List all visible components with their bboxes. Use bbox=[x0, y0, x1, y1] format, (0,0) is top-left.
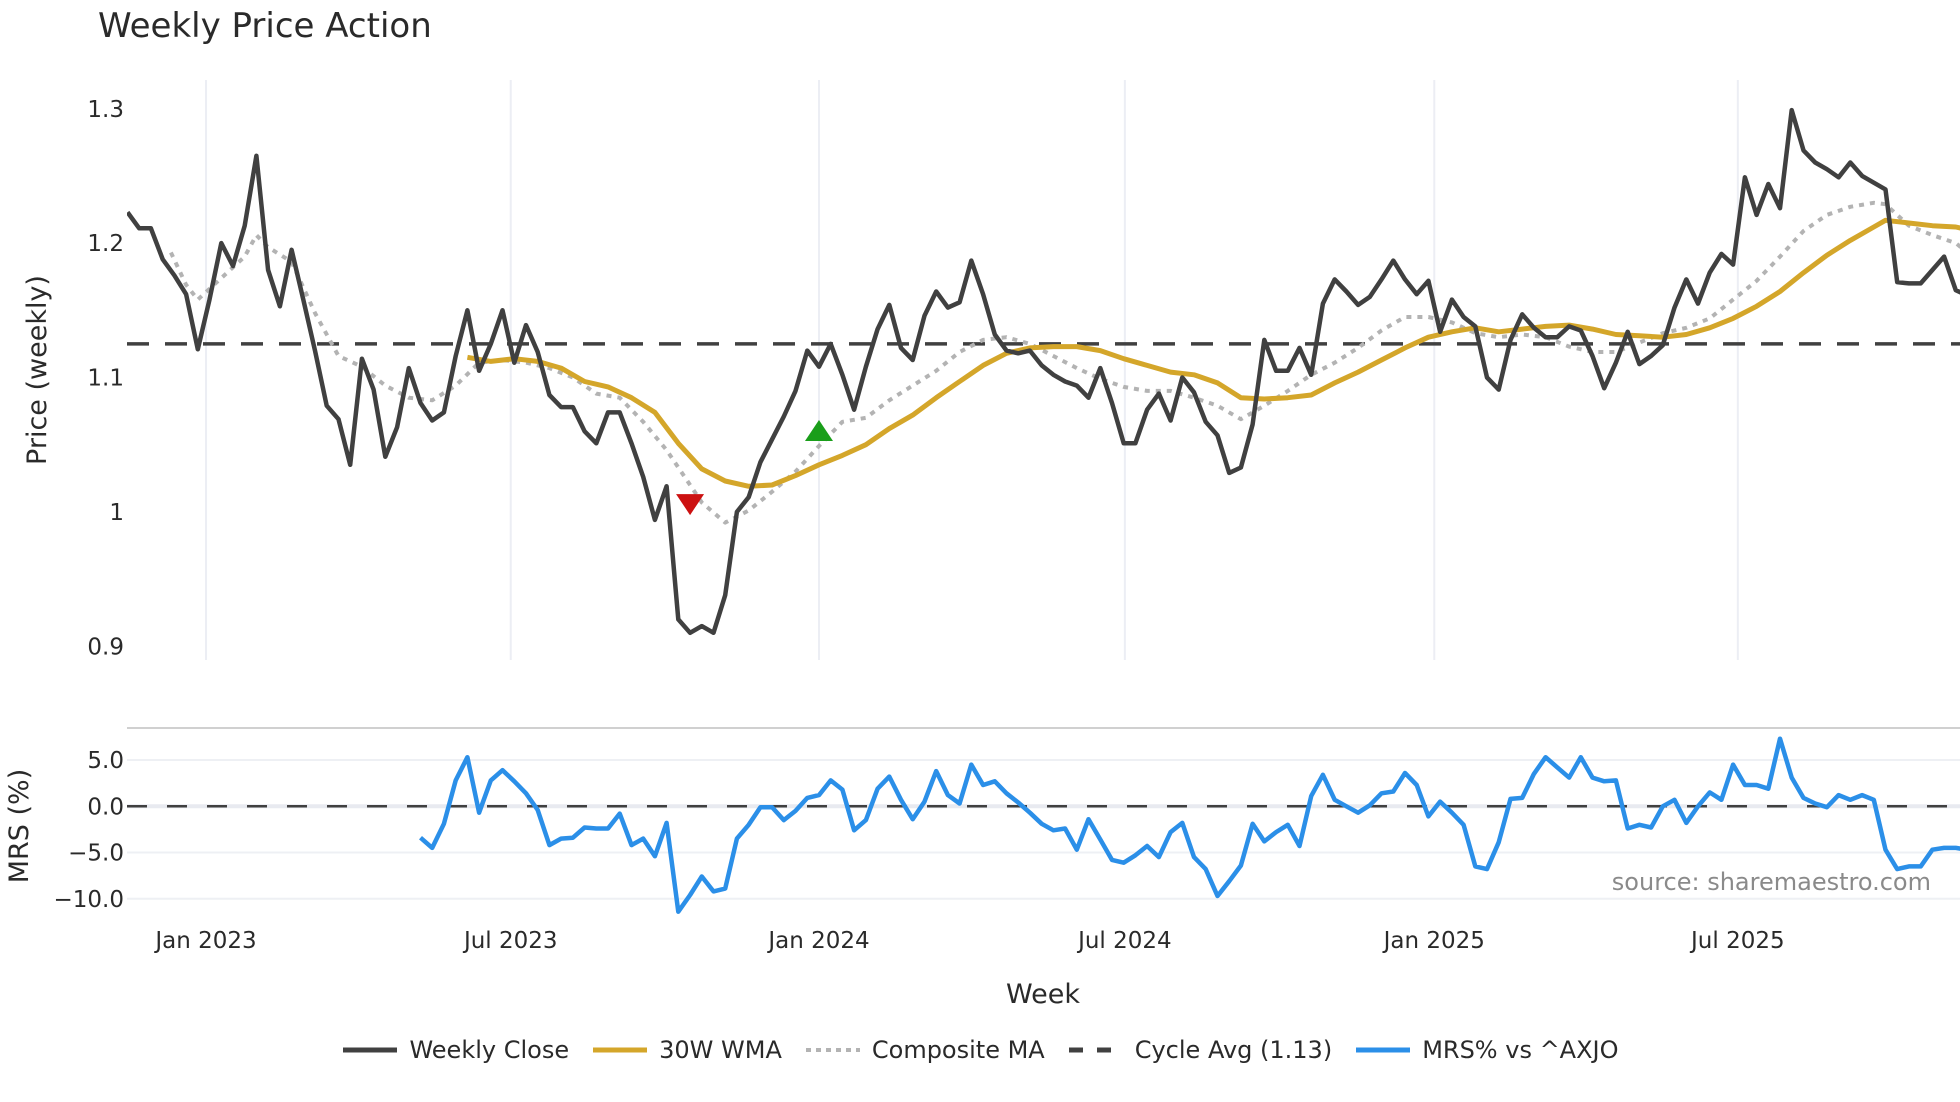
legend-label: Cycle Avg (1.13) bbox=[1134, 1036, 1333, 1064]
legend: Weekly Close 30W WMA Composite MA Cycle Avg… bbox=[0, 1036, 1960, 1064]
x-tick-label: Jan 2025 bbox=[1382, 928, 1485, 954]
x-tick-label: Jan 2023 bbox=[153, 928, 256, 954]
x-tick-label: Jul 2025 bbox=[1689, 928, 1785, 954]
legend-label: Weekly Close bbox=[409, 1036, 570, 1064]
mrs-y-axis-ticks: 5.0 0.0 −10.0 −5.0 bbox=[54, 748, 124, 913]
legend-label: Composite MA bbox=[871, 1036, 1045, 1064]
composite-ma-line bbox=[169, 200, 1960, 525]
price-y-axis-title: Price (weekly) bbox=[22, 275, 53, 465]
signal-markers bbox=[676, 419, 833, 516]
legend-item[interactable]: Composite MA bbox=[804, 1036, 1045, 1064]
mrs-plot bbox=[419, 736, 1960, 914]
legend-item[interactable]: 30W WMA bbox=[591, 1036, 782, 1064]
mrs-y-tick-label: −5.0 bbox=[68, 841, 124, 867]
legend-item[interactable]: Weekly Close bbox=[341, 1036, 569, 1064]
y-tick-label: 1.2 bbox=[87, 231, 124, 257]
x-axis-title: Week bbox=[1006, 979, 1080, 1010]
legend-swatch-icon bbox=[593, 1047, 648, 1053]
source-watermark: source: sharemaestro.com bbox=[1612, 868, 1931, 896]
legend-item[interactable]: MRS% vs ^AXJO bbox=[1354, 1036, 1619, 1064]
buy-signal-marker bbox=[804, 419, 833, 441]
legend-swatch-icon bbox=[343, 1047, 398, 1053]
mrs-line bbox=[419, 736, 1960, 914]
price-plot bbox=[127, 107, 1960, 636]
x-tick-label: Jul 2023 bbox=[462, 928, 558, 954]
legend-label: MRS% vs ^AXJO bbox=[1422, 1036, 1619, 1064]
mrs-y-tick-label: −10.0 bbox=[54, 887, 124, 913]
legend-swatch-icon bbox=[805, 1048, 860, 1052]
price-y-axis-ticks: 1.3 1.2 1.1 1 0.9 bbox=[87, 97, 124, 661]
x-tick-label: Jul 2024 bbox=[1076, 928, 1172, 954]
y-tick-label: 1 bbox=[109, 500, 124, 526]
y-tick-label: 0.9 bbox=[87, 634, 124, 660]
legend-swatch-icon bbox=[1068, 1047, 1123, 1053]
mrs-y-tick-label: 0.0 bbox=[87, 794, 124, 820]
weekly-close-line bbox=[127, 107, 1960, 636]
x-tick-label: Jan 2024 bbox=[766, 928, 869, 954]
chart-title: Weekly Price Action bbox=[98, 6, 432, 46]
legend-label: 30W WMA bbox=[659, 1036, 782, 1064]
y-tick-label: 1.3 bbox=[87, 97, 124, 123]
x-axis-ticks: Jan 2023 Jul 2023 Jan 2024 Jul 2024 Jan 2025… bbox=[153, 928, 1784, 954]
legend-item[interactable]: Cycle Avg (1.13) bbox=[1067, 1036, 1332, 1064]
mrs-y-tick-label: 5.0 bbox=[87, 748, 124, 774]
sell-signal-marker bbox=[676, 494, 705, 516]
legend-swatch-icon bbox=[1356, 1047, 1411, 1053]
wma-30w-line bbox=[466, 217, 1960, 489]
mrs-grid-lines bbox=[127, 759, 1960, 900]
mrs-y-axis-title: MRS (%) bbox=[4, 769, 35, 884]
grid-lines bbox=[205, 80, 1739, 660]
y-tick-label: 1.1 bbox=[87, 366, 124, 392]
